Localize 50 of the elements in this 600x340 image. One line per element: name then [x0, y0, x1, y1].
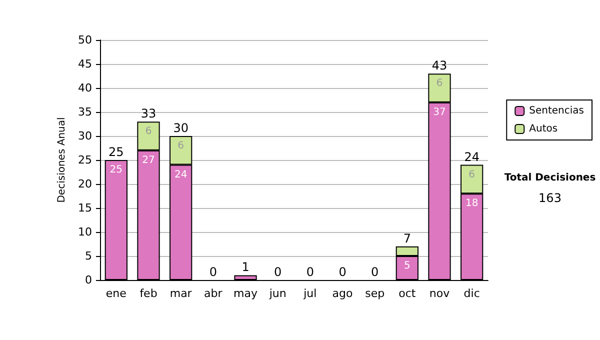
total-label: 0 — [209, 265, 217, 279]
x-tick-label: may — [234, 287, 258, 300]
total-label: 33 — [140, 106, 156, 121]
x-tick-label: dic — [464, 287, 480, 300]
x-tick-label: oct — [398, 287, 416, 300]
x-tick-label: feb — [140, 287, 158, 300]
x-tick-label: nov — [429, 287, 450, 300]
data-label: 37 — [433, 106, 446, 118]
data-label: 6 — [468, 169, 476, 180]
y-axis-title: Decisiones Anual — [56, 117, 68, 203]
y-tick-label: 50 — [78, 34, 92, 46]
total-label: 30 — [173, 121, 188, 135]
data-label: 5 — [404, 260, 410, 272]
y-tick-label: 20 — [78, 178, 92, 190]
total-label: 0 — [306, 265, 314, 279]
data-label: 6 — [145, 126, 152, 138]
total-label: 43 — [432, 58, 448, 73]
x-tick-label: ago — [332, 287, 353, 300]
x-tick-label: ene — [106, 287, 127, 300]
y-tick-label: 25 — [78, 154, 92, 166]
total-label: 0 — [274, 265, 282, 279]
total-label: 24 — [464, 150, 480, 164]
y-tick-label: 40 — [78, 82, 92, 94]
data-label: 24 — [174, 169, 188, 180]
y-tick-label: 30 — [78, 130, 92, 142]
y-tick-label: 45 — [78, 58, 92, 70]
x-tick-label: mar — [170, 287, 192, 300]
y-tick-label: 35 — [78, 106, 92, 118]
data-label: 6 — [178, 140, 184, 152]
total-label: 0 — [371, 265, 379, 279]
y-tick-label: 5 — [85, 250, 92, 262]
text: Total Decisiones — [504, 172, 596, 184]
x-tick-label: sep — [365, 287, 385, 300]
data-label: 27 — [142, 154, 155, 166]
total-label: 1 — [242, 260, 250, 274]
data-label: 18 — [465, 198, 478, 210]
total-label: 7 — [403, 231, 411, 246]
y-tick-label: 15 — [78, 202, 92, 214]
total-label: 0 — [338, 265, 346, 279]
x-tick-label: abr — [204, 287, 223, 300]
y-tick-label: 0 — [85, 274, 92, 286]
legend-label: Autos — [529, 124, 558, 134]
y-tick-label: 10 — [78, 226, 92, 238]
text: 163 — [538, 191, 562, 205]
x-tick-label: jul — [302, 287, 317, 300]
total-label: 25 — [108, 145, 124, 159]
data-label: 25 — [110, 164, 123, 176]
data-label: 6 — [436, 78, 443, 90]
x-tick-label: jun — [268, 287, 286, 300]
legend-label: Sentencias — [529, 106, 584, 116]
